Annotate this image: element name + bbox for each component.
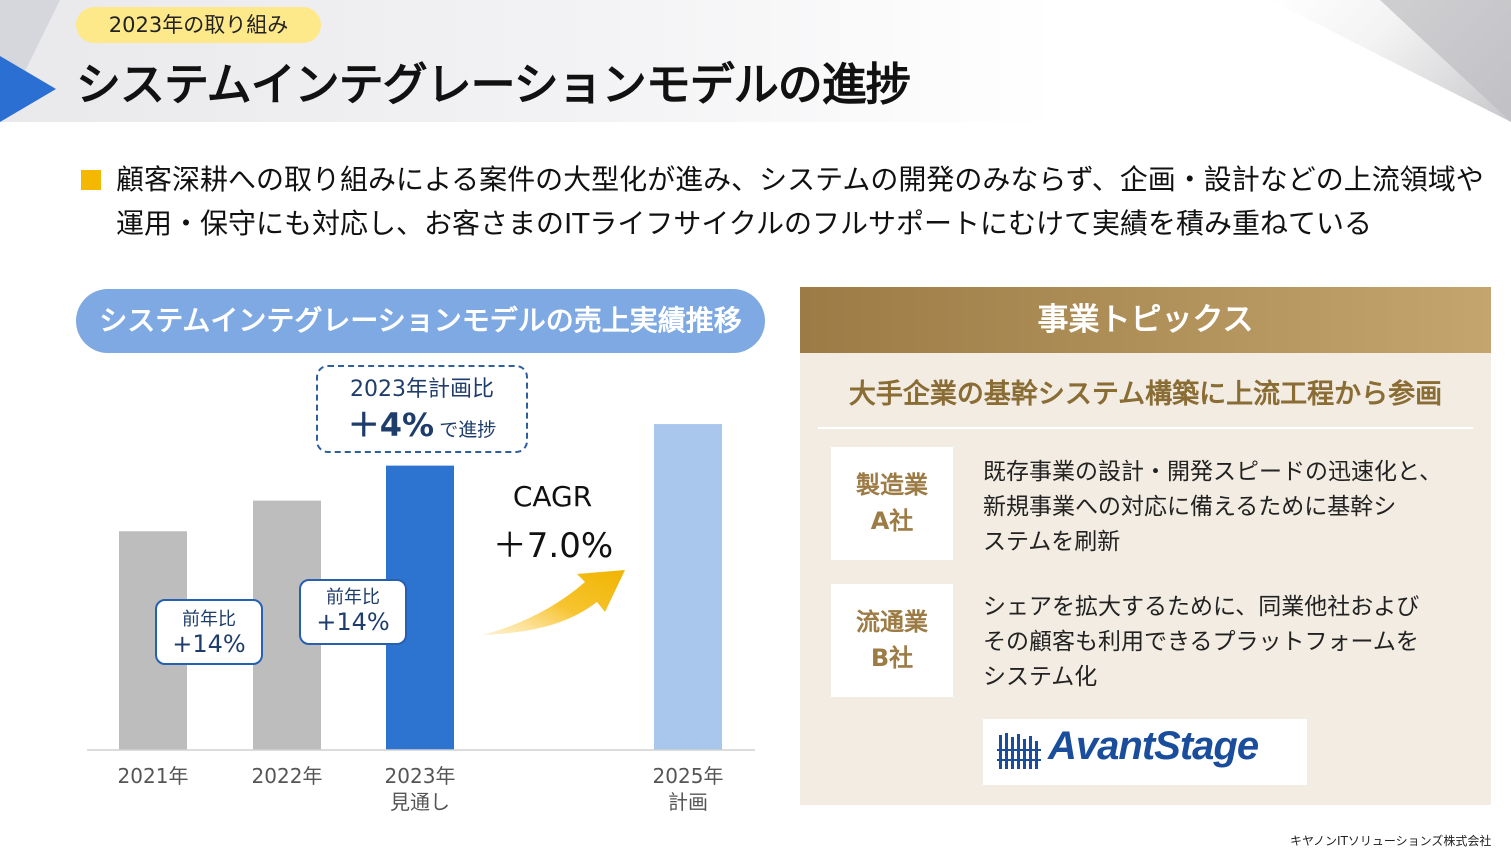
case-industry: 流通業 [856,608,928,636]
x-tick-label: 2023年 [385,764,456,788]
avantstage-logo [983,719,1307,785]
page-title: システムインテグレーションモデルの進捗 [76,58,911,111]
avantstage-logo-text: AvantStage [1048,724,1259,768]
cagr-value: ＋7.0% [492,526,614,566]
title-arrow-icon [0,56,56,122]
case-b-tag: 流通業 B社 [831,584,953,697]
x-tick-label: 見通し [390,790,450,814]
x-tick-label: 2022年 [252,764,323,788]
yoy-value: +14% [172,630,246,658]
plan-comparison-callout: 2023年計画比 ＋4% で進捗 [316,365,528,453]
bar-2025年 [654,424,722,750]
case-line: ステムを刷新 [983,529,1121,555]
footer-company: キヤノンITソリューションズ株式会社 [1290,834,1492,848]
case-b-description: シェアを拡大するために、同業他社および その顧客も利用できるプラットフォームを … [983,590,1473,695]
avantstage-logo-mark-icon [997,733,1041,769]
case-a-tag: 製造業 A社 [831,447,953,560]
summary-text: 顧客深耕への取り組みによる案件の大型化が進み、システムの開発のみならず、企画・設… [116,163,1484,240]
topics-divider [818,427,1473,429]
x-tick-label: 2025年 [653,764,724,788]
case-line: 既存事業の設計・開発スピードの迅速化と、 [983,459,1443,485]
plan-comparison-label: 2023年計画比 [350,377,494,402]
growth-arrow-icon [482,570,625,635]
case-line: シェアを拡大するために、同業他社および [983,594,1420,620]
case-company: A社 [870,507,914,535]
plan-comparison-value: ＋4% [347,406,435,444]
case-line: システム化 [983,664,1098,690]
case-a-description: 既存事業の設計・開発スピードの迅速化と、 新規事業への対応に備えるために基幹シ … [983,455,1473,560]
year-badge: 2023年の取り組み [76,7,321,43]
yoy-label: 前年比 [182,609,236,630]
bullet-square-icon [81,170,101,190]
plan-comparison-suffix: で進捗 [439,419,497,441]
topics-header: 事業トピックス [800,287,1491,353]
case-line: 新規事業への対応に備えるために基幹シ [983,494,1397,520]
case-line: その顧客も利用できるプラットフォームを [983,629,1419,655]
yoy-value: +14% [316,608,390,636]
case-industry: 製造業 [856,471,928,499]
chart-title: システムインテグレーションモデルの売上実績推移 [76,289,765,353]
cagr-label: CAGR [512,480,593,513]
x-tick-label: 2021年 [118,764,189,788]
case-company: B社 [870,644,914,672]
yoy-label: 前年比 [326,587,380,608]
topics-subtitle: 大手企業の基幹システム構築に上流工程から参画 [848,379,1443,410]
yoy-callout-2022: 前年比 +14% [155,599,263,665]
x-tick-label: 計画 [668,790,708,814]
yoy-callout-2023: 前年比 +14% [299,579,407,645]
